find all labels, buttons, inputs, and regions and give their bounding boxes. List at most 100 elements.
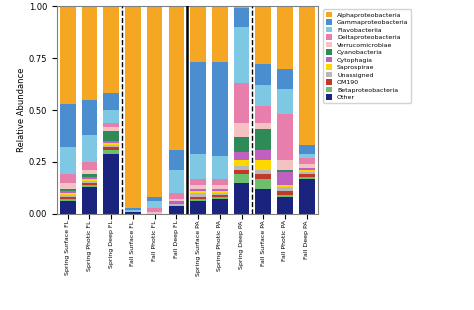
Bar <box>234 152 249 160</box>
Bar <box>60 175 75 183</box>
Bar <box>60 202 75 214</box>
Bar <box>103 141 119 143</box>
Bar <box>103 131 119 141</box>
Bar <box>255 175 271 179</box>
Bar <box>103 143 119 145</box>
Bar <box>190 193 206 197</box>
Bar <box>60 195 75 197</box>
Bar <box>147 212 163 214</box>
Bar <box>103 93 119 110</box>
Bar <box>277 197 293 214</box>
Bar <box>169 206 184 214</box>
Bar <box>277 160 293 170</box>
Bar <box>60 197 75 199</box>
Bar <box>212 193 228 195</box>
Bar <box>82 187 97 214</box>
Bar <box>82 175 97 176</box>
Bar <box>277 195 293 197</box>
Bar <box>103 122 119 127</box>
Bar <box>125 210 141 212</box>
Bar <box>277 69 293 89</box>
Bar <box>299 172 315 175</box>
Bar <box>299 164 315 168</box>
Bar <box>299 179 315 214</box>
Bar <box>190 154 206 179</box>
Bar <box>190 199 206 202</box>
Bar <box>299 175 315 176</box>
Bar <box>169 203 184 206</box>
Bar <box>212 185 228 189</box>
Bar <box>255 179 271 189</box>
Bar <box>234 27 249 83</box>
Bar <box>255 149 271 160</box>
Bar <box>234 0 249 8</box>
Bar <box>82 162 97 170</box>
Bar <box>190 191 206 193</box>
Bar <box>60 6 75 104</box>
Bar <box>103 154 119 214</box>
Bar <box>147 202 163 208</box>
Bar <box>103 127 119 131</box>
Bar <box>125 212 141 214</box>
Bar <box>103 149 119 154</box>
Bar <box>277 187 293 191</box>
Y-axis label: Relative Abundance: Relative Abundance <box>17 68 26 152</box>
Bar <box>277 191 293 195</box>
Bar <box>82 179 97 181</box>
Bar <box>82 181 97 183</box>
Bar <box>255 129 271 149</box>
Bar <box>234 175 249 183</box>
Bar <box>255 64 271 85</box>
Bar <box>169 149 184 170</box>
Bar <box>299 6 315 145</box>
Bar <box>125 208 141 210</box>
Bar <box>82 100 97 135</box>
Bar <box>277 89 293 114</box>
Bar <box>60 199 75 202</box>
Bar <box>169 6 184 149</box>
Bar <box>234 183 249 214</box>
Bar <box>147 0 163 197</box>
Bar <box>103 6 119 93</box>
Bar <box>277 185 293 187</box>
Bar <box>299 154 315 158</box>
Bar <box>82 183 97 185</box>
Bar <box>299 176 315 179</box>
Bar <box>255 122 271 129</box>
Bar <box>60 189 75 191</box>
Bar <box>169 193 184 199</box>
Bar <box>255 6 271 64</box>
Bar <box>82 4 97 100</box>
Bar <box>212 179 228 185</box>
Bar <box>60 183 75 189</box>
Bar <box>190 185 206 189</box>
Bar <box>190 6 206 62</box>
Bar <box>60 193 75 195</box>
Bar <box>299 168 315 170</box>
Bar <box>169 199 184 202</box>
Bar <box>190 189 206 191</box>
Bar <box>234 170 249 175</box>
Bar <box>277 114 293 160</box>
Bar <box>212 156 228 179</box>
Bar <box>82 170 97 175</box>
Bar <box>234 166 249 170</box>
Bar <box>299 170 315 172</box>
Bar <box>212 195 228 197</box>
Bar <box>169 170 184 193</box>
Bar <box>60 104 75 148</box>
Bar <box>190 202 206 214</box>
Bar <box>60 148 75 175</box>
Bar <box>103 110 119 122</box>
Bar <box>82 185 97 187</box>
Bar <box>190 62 206 154</box>
Bar <box>169 202 184 203</box>
Bar <box>125 6 141 208</box>
Bar <box>147 208 163 212</box>
Bar <box>277 170 293 172</box>
Bar <box>212 191 228 193</box>
Bar <box>255 189 271 214</box>
Bar <box>82 176 97 179</box>
Bar <box>60 191 75 193</box>
Bar <box>299 158 315 164</box>
